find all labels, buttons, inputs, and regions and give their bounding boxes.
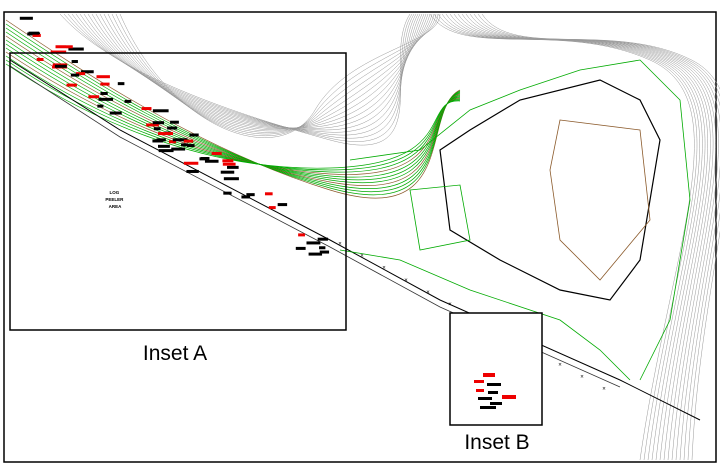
fence-marker: × [602, 387, 606, 393]
fence-marker: × [448, 302, 452, 308]
block [502, 395, 516, 399]
page: {"map": {"area_label_lines": ["LOG", "PE… [0, 0, 720, 466]
block [490, 402, 502, 405]
block [153, 121, 164, 124]
block [227, 166, 239, 169]
block [37, 58, 44, 61]
block [125, 100, 132, 103]
block [66, 45, 73, 48]
block [99, 98, 114, 101]
fence-marker: × [360, 254, 364, 260]
block [487, 383, 501, 386]
block [154, 127, 161, 130]
block [223, 163, 236, 166]
block [199, 157, 206, 160]
block [319, 246, 325, 249]
block [488, 391, 498, 394]
block [100, 92, 107, 95]
block [55, 65, 67, 68]
site-plan: ××××××××××××× LOG PEELER AREA Inset A In… [0, 0, 720, 466]
block [306, 241, 320, 244]
block [88, 95, 99, 98]
block [184, 140, 193, 143]
inset-label: Inset B [464, 431, 529, 454]
block [212, 152, 222, 155]
block [246, 193, 254, 196]
block [156, 138, 165, 141]
block [181, 143, 188, 146]
fence-marker: × [338, 242, 342, 248]
block [483, 373, 495, 377]
block [269, 206, 276, 209]
block [71, 74, 79, 77]
block [29, 32, 40, 35]
fence-marker: × [558, 363, 562, 369]
block [476, 389, 484, 392]
area-label-line: AREA [109, 204, 123, 209]
block [278, 203, 287, 206]
inset-label: Inset A [143, 342, 207, 365]
block [67, 84, 77, 87]
block [186, 170, 198, 173]
block [224, 177, 239, 180]
block [20, 17, 33, 20]
block [184, 162, 198, 165]
block [100, 83, 109, 86]
block [298, 233, 305, 236]
block [474, 380, 484, 383]
block [56, 45, 67, 48]
block [158, 132, 173, 135]
fence-marker: × [580, 375, 584, 381]
block [189, 134, 198, 137]
block [478, 397, 492, 400]
block [223, 192, 231, 195]
block [205, 160, 219, 163]
block [167, 127, 177, 130]
block [171, 148, 185, 151]
block [110, 112, 122, 115]
block [318, 238, 328, 241]
block [72, 60, 78, 63]
block [265, 192, 273, 195]
fence-marker: × [404, 278, 408, 284]
block [153, 109, 169, 112]
block [296, 247, 306, 250]
block [96, 75, 109, 78]
block [170, 121, 179, 124]
block [97, 105, 103, 108]
fence-marker: × [382, 266, 386, 272]
block [221, 171, 235, 174]
block [480, 406, 496, 409]
block [320, 251, 329, 254]
map-frame [4, 12, 716, 462]
area-label-line: LOG [109, 190, 119, 195]
fence-marker: × [426, 290, 430, 296]
block [142, 107, 152, 110]
block [222, 159, 233, 162]
area-label-line: PEELER [105, 197, 124, 202]
block [118, 82, 125, 85]
block [158, 145, 170, 148]
